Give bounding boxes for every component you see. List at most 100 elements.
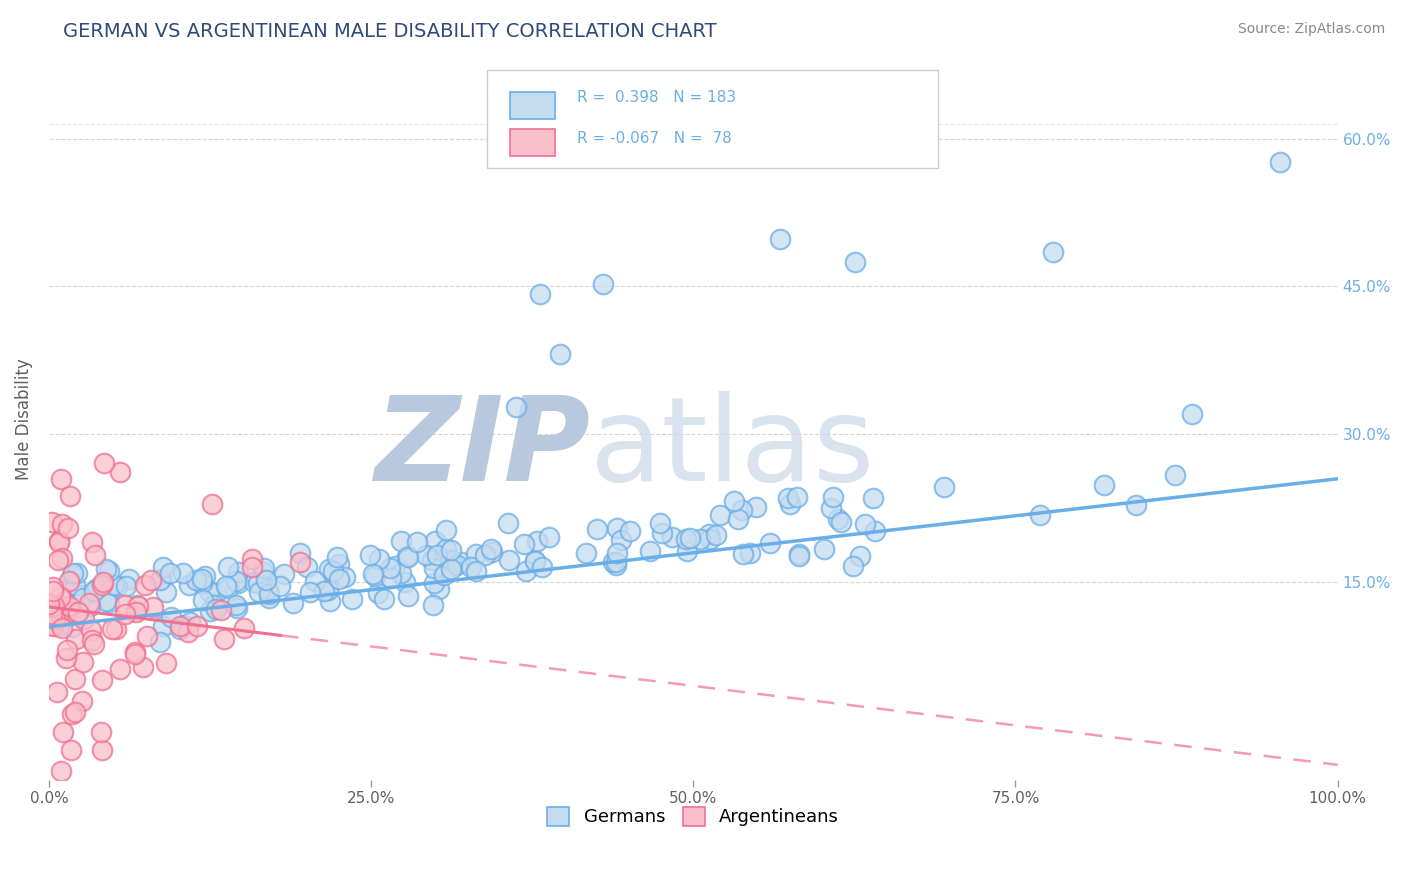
Point bbox=[209, 603, 232, 617]
Point bbox=[523, 554, 546, 568]
Point bbox=[423, 561, 446, 575]
Point bbox=[191, 572, 214, 586]
Point bbox=[72, 588, 94, 602]
Point bbox=[254, 573, 277, 587]
Point bbox=[186, 573, 208, 587]
Point bbox=[46, 552, 69, 566]
Point bbox=[648, 516, 671, 530]
Point bbox=[172, 566, 194, 581]
Point bbox=[524, 554, 547, 568]
Point bbox=[66, 605, 89, 619]
Point bbox=[1268, 155, 1291, 169]
Point bbox=[676, 543, 699, 558]
Point bbox=[66, 566, 89, 580]
Point bbox=[73, 612, 96, 626]
Point bbox=[179, 615, 201, 630]
Point bbox=[155, 656, 177, 670]
Point bbox=[83, 583, 105, 598]
Point bbox=[159, 566, 181, 580]
Point bbox=[114, 607, 136, 621]
Point bbox=[787, 549, 810, 563]
Point bbox=[177, 625, 200, 640]
Point bbox=[606, 546, 628, 560]
Point bbox=[80, 623, 103, 637]
Point bbox=[53, 610, 76, 624]
Point bbox=[415, 549, 437, 563]
Point bbox=[844, 255, 866, 269]
Point bbox=[217, 582, 239, 596]
Point bbox=[186, 619, 208, 633]
Point bbox=[193, 593, 215, 607]
Point bbox=[90, 725, 112, 739]
Point bbox=[312, 583, 335, 598]
Point bbox=[44, 612, 66, 626]
Point bbox=[200, 604, 222, 618]
Point bbox=[91, 575, 114, 590]
Point bbox=[149, 634, 172, 648]
Point bbox=[80, 632, 103, 647]
Point bbox=[49, 589, 72, 603]
Point bbox=[464, 564, 486, 578]
Point bbox=[160, 610, 183, 624]
Point bbox=[252, 566, 274, 580]
Point bbox=[335, 570, 357, 584]
Point bbox=[152, 560, 174, 574]
Legend: Germans, Argentineans: Germans, Argentineans bbox=[538, 798, 848, 836]
Text: ZIP: ZIP bbox=[374, 391, 591, 506]
Point bbox=[779, 497, 801, 511]
Point bbox=[295, 559, 318, 574]
Point bbox=[367, 586, 389, 600]
Point bbox=[318, 562, 340, 576]
Point bbox=[340, 591, 363, 606]
Point bbox=[225, 600, 247, 615]
Point bbox=[359, 548, 381, 562]
Point bbox=[90, 673, 112, 687]
Point bbox=[70, 694, 93, 708]
Point bbox=[212, 632, 235, 646]
Point bbox=[46, 611, 69, 625]
Point bbox=[364, 569, 387, 583]
Point bbox=[103, 577, 125, 591]
Point bbox=[328, 557, 350, 571]
Point bbox=[136, 629, 159, 643]
Point bbox=[731, 547, 754, 561]
Point bbox=[731, 502, 754, 516]
Point bbox=[389, 566, 412, 581]
Point bbox=[108, 662, 131, 676]
Point bbox=[575, 546, 598, 560]
Point bbox=[45, 685, 67, 699]
Point bbox=[214, 579, 236, 593]
Point bbox=[77, 596, 100, 610]
Point bbox=[605, 558, 627, 573]
Point bbox=[60, 620, 83, 634]
Point bbox=[134, 578, 156, 592]
Point bbox=[105, 579, 128, 593]
Point bbox=[434, 524, 457, 538]
Point bbox=[548, 347, 571, 361]
Point bbox=[326, 549, 349, 564]
Point bbox=[225, 598, 247, 612]
Point bbox=[586, 522, 609, 536]
Point bbox=[498, 553, 520, 567]
Point bbox=[820, 501, 842, 516]
Point bbox=[378, 560, 401, 574]
Point bbox=[225, 574, 247, 589]
Point bbox=[830, 516, 852, 530]
Point bbox=[39, 602, 62, 616]
Point bbox=[827, 511, 849, 525]
Point bbox=[440, 553, 463, 567]
Point bbox=[49, 764, 72, 779]
Point bbox=[72, 655, 94, 669]
Point bbox=[142, 600, 165, 615]
Point bbox=[127, 599, 149, 613]
Point bbox=[51, 621, 73, 635]
Point bbox=[389, 533, 412, 548]
Point bbox=[450, 555, 472, 569]
Point bbox=[65, 632, 87, 647]
Point bbox=[125, 598, 148, 612]
Point bbox=[41, 617, 63, 632]
Point bbox=[98, 594, 121, 608]
Point bbox=[114, 598, 136, 612]
Point bbox=[505, 400, 527, 414]
Point bbox=[368, 552, 391, 566]
